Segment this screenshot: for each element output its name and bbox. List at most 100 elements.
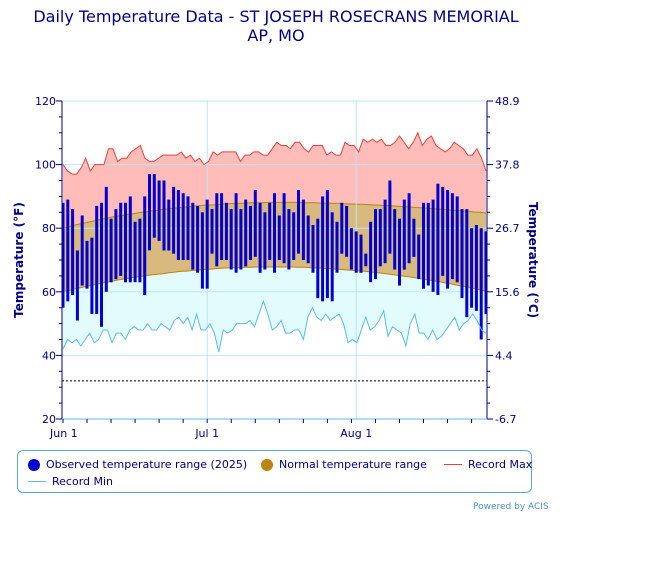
observed-range-bar bbox=[253, 190, 257, 257]
y-tick-label-right: 4.4 bbox=[495, 349, 513, 362]
record-max-line bbox=[62, 131, 487, 175]
y-tick-label-left: 120 bbox=[35, 95, 56, 108]
observed-range-bar bbox=[66, 199, 70, 302]
chart-title: Daily Temperature Data - ST JOSEPH ROSEC… bbox=[33, 7, 518, 26]
y-tick-label-right: -6.7 bbox=[495, 413, 516, 426]
y-tick-label-left: 40 bbox=[42, 349, 56, 362]
observed-range-bar bbox=[249, 205, 252, 260]
observed-range-bar bbox=[61, 202, 65, 308]
observed-range-bar bbox=[455, 196, 459, 283]
observed-range-bar bbox=[460, 209, 464, 299]
y-tick-label-left: 80 bbox=[42, 222, 56, 235]
x-tick-label: Aug 1 bbox=[340, 427, 372, 440]
observed-range-bar bbox=[277, 215, 281, 260]
observed-range-bar bbox=[354, 231, 358, 273]
observed-range-bar bbox=[287, 209, 291, 270]
observed-range-bar bbox=[364, 253, 368, 267]
y-axis-title-left: Temperature (°F) bbox=[12, 202, 26, 318]
normal-dot-icon bbox=[261, 458, 273, 471]
observed-range-bar bbox=[470, 228, 474, 308]
observed-range-bar bbox=[441, 186, 445, 276]
observed-range-bar bbox=[306, 215, 310, 264]
acis-credit-link[interactable]: Powered by ACIS bbox=[473, 502, 549, 512]
observed-range-bar bbox=[378, 209, 382, 267]
observed-range-bar bbox=[393, 209, 397, 270]
observed-range-bar bbox=[407, 193, 411, 264]
tick-labels: 120 100 80 60 40 20 48.9 37.8 26.7 15.6 4.4 -6.7 Jun… bbox=[35, 95, 520, 440]
y-tick-label-left: 20 bbox=[42, 413, 56, 426]
observed-range-bar bbox=[268, 202, 272, 260]
observed-range-bar bbox=[191, 202, 195, 270]
y-tick-label-left: 60 bbox=[42, 286, 56, 299]
observed-range-bar bbox=[124, 202, 127, 283]
observed-bars bbox=[61, 174, 488, 340]
observed-range-bar bbox=[95, 205, 99, 314]
observed-range-bar bbox=[450, 193, 454, 280]
observed-range-bar bbox=[465, 209, 469, 318]
observed-range-bar bbox=[215, 193, 219, 267]
observed-range-bar bbox=[426, 202, 430, 286]
observed-range-bar bbox=[446, 190, 450, 289]
legend-item-record-max[interactable]: Record Max bbox=[444, 458, 532, 471]
observed-range-bar bbox=[200, 212, 204, 289]
chart-title-line2: AP, MO bbox=[247, 26, 304, 45]
legend-item-record-min[interactable]: Record Min bbox=[28, 475, 113, 488]
observed-range-bar bbox=[398, 218, 401, 286]
observed-range-bar bbox=[239, 209, 243, 270]
legend-item-normal[interactable]: Normal temperature range bbox=[261, 458, 427, 471]
observed-range-bar bbox=[109, 218, 113, 283]
observed-range-bar bbox=[422, 202, 425, 289]
y-tick-label-left: 100 bbox=[35, 159, 56, 172]
x-tick-label: Jul 1 bbox=[194, 427, 219, 440]
record-max-line-icon bbox=[444, 464, 462, 465]
chart-legend: Observed temperature range (2025) Normal… bbox=[17, 450, 532, 493]
observed-range-bar bbox=[402, 199, 406, 270]
record-lines bbox=[62, 131, 487, 353]
observed-range-bar bbox=[474, 225, 478, 311]
y-tick-label-right: 15.6 bbox=[495, 286, 520, 299]
observed-range-bar bbox=[258, 202, 262, 273]
observed-range-bar bbox=[75, 250, 79, 321]
observed-dot-icon bbox=[28, 458, 40, 471]
observed-range-bar bbox=[100, 202, 103, 327]
y-tick-label-right: 48.9 bbox=[495, 95, 520, 108]
observed-range-bar bbox=[80, 215, 84, 286]
observed-range-bar bbox=[196, 205, 200, 273]
legend-label-record-min: Record Min bbox=[52, 475, 114, 488]
observed-range-bar bbox=[114, 209, 118, 280]
observed-range-bar bbox=[162, 180, 166, 251]
observed-range-bar bbox=[330, 212, 334, 302]
record-min-line bbox=[62, 299, 487, 353]
observed-range-bar bbox=[152, 174, 156, 238]
observed-range-bar bbox=[85, 240, 89, 289]
observed-range-bar bbox=[104, 186, 108, 292]
observed-range-bar bbox=[412, 218, 416, 257]
observed-range-bar bbox=[128, 196, 132, 283]
observed-range-bar bbox=[205, 199, 209, 289]
observed-range-bar bbox=[484, 231, 488, 315]
observed-range-bar bbox=[325, 190, 329, 299]
observed-range-bar bbox=[143, 196, 147, 295]
legend-label-normal: Normal temperature range bbox=[279, 458, 427, 471]
observed-range-bar bbox=[273, 193, 276, 273]
observed-range-bar bbox=[417, 234, 421, 280]
observed-range-bar bbox=[383, 199, 387, 264]
observed-range-bar bbox=[172, 186, 176, 254]
observed-range-bar bbox=[157, 180, 161, 241]
legend-item-observed[interactable]: Observed temperature range (2025) bbox=[28, 458, 247, 471]
observed-range-bar bbox=[282, 193, 286, 264]
y-tick-label-right: 26.7 bbox=[495, 222, 520, 235]
observed-range-bar bbox=[244, 199, 248, 267]
record-min-line-icon bbox=[28, 481, 46, 482]
observed-range-bar bbox=[234, 193, 238, 273]
observed-range-bar bbox=[224, 202, 228, 260]
axes bbox=[56, 100, 493, 423]
observed-range-bar bbox=[301, 199, 305, 260]
observed-range-bar bbox=[71, 209, 75, 295]
observed-range-bar bbox=[138, 218, 142, 283]
observed-range-bar bbox=[181, 193, 185, 260]
observed-range-bar bbox=[263, 212, 267, 270]
record-min-band bbox=[63, 267, 486, 353]
observed-range-bar bbox=[292, 212, 296, 260]
observed-range-bar bbox=[119, 202, 123, 276]
